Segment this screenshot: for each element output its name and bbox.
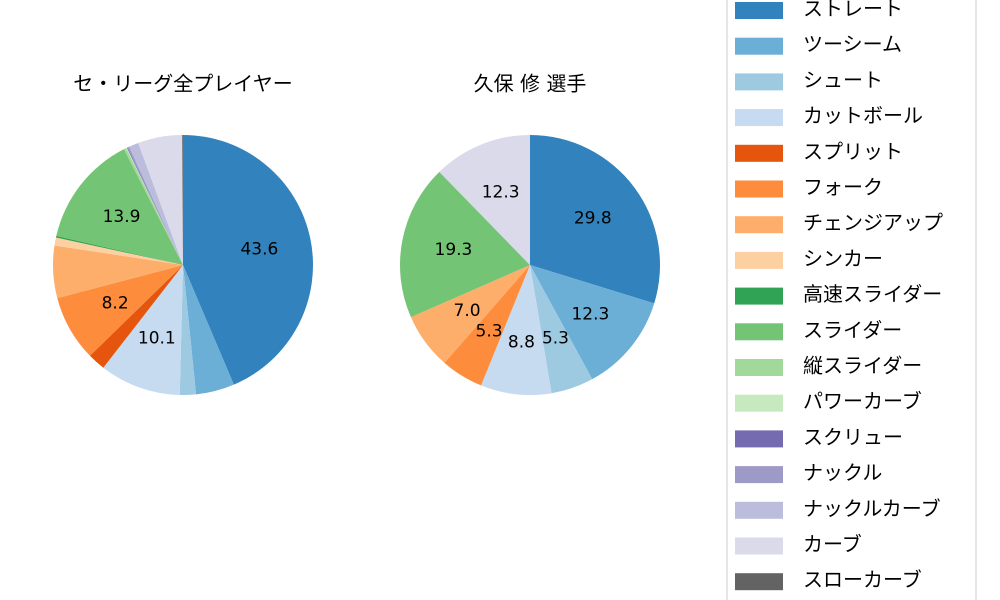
legend-label: フォーク bbox=[803, 175, 883, 199]
legend-label: シンカー bbox=[803, 246, 883, 270]
legend-swatch bbox=[735, 466, 783, 484]
legend-label: ナックル bbox=[803, 461, 882, 485]
pie-slice bbox=[56, 149, 183, 265]
legend-label: パワーカーブ bbox=[803, 389, 922, 413]
pie-slice bbox=[530, 265, 655, 380]
legend-swatch bbox=[735, 73, 783, 91]
pie-slice bbox=[52, 245, 183, 299]
pie-slice bbox=[183, 265, 234, 395]
pie-slice bbox=[123, 148, 183, 265]
legend-swatch bbox=[735, 109, 783, 127]
pie-slice bbox=[530, 265, 593, 394]
pie-slice bbox=[439, 135, 530, 265]
value-label: 29.8 bbox=[574, 209, 612, 229]
legend-label: ナックルカーブ bbox=[803, 496, 941, 520]
pie-slice bbox=[530, 135, 660, 304]
pie-slice bbox=[54, 237, 183, 265]
pie-slice bbox=[55, 235, 184, 265]
value-label: 8.2 bbox=[102, 293, 129, 313]
legend-label: スプリット bbox=[803, 139, 903, 163]
legend-label: スライダー bbox=[803, 318, 902, 342]
legend-label: 縦スライダー bbox=[803, 354, 922, 378]
legend-label: チェンジアップ bbox=[803, 211, 943, 235]
legend-swatch bbox=[735, 394, 783, 412]
legend-swatch bbox=[735, 359, 783, 376]
legend-swatch bbox=[735, 144, 783, 162]
legend-swatch bbox=[735, 2, 783, 19]
legend-label: カットボール bbox=[803, 104, 923, 128]
legend-swatch bbox=[735, 323, 783, 341]
value-label: 12.3 bbox=[482, 183, 520, 203]
value-label: 5.3 bbox=[542, 329, 569, 349]
legend-swatch bbox=[735, 430, 783, 448]
pie-slice bbox=[410, 265, 530, 363]
legend-label: スローカーブ bbox=[803, 568, 922, 592]
pie-slice bbox=[126, 147, 183, 265]
legend-label: シュート bbox=[803, 68, 883, 92]
legend-swatch bbox=[735, 287, 783, 305]
legend-label: ツーシーム bbox=[803, 32, 902, 56]
legend-swatch bbox=[735, 251, 783, 269]
pie-slice bbox=[89, 265, 183, 368]
pie-slice bbox=[129, 142, 183, 265]
pie-slice bbox=[103, 265, 183, 395]
value-label: 7.0 bbox=[454, 301, 481, 321]
legend-swatch bbox=[735, 216, 783, 234]
pie-slice bbox=[127, 146, 183, 265]
pie-slice bbox=[183, 135, 313, 385]
legend-swatch bbox=[735, 537, 783, 555]
legend-label: スクリュー bbox=[803, 425, 903, 449]
legend-label: カーブ bbox=[803, 532, 862, 556]
value-label: 8.8 bbox=[508, 333, 535, 353]
pie-slice bbox=[481, 265, 552, 395]
value-label: 19.3 bbox=[435, 240, 473, 260]
legend-swatch bbox=[735, 180, 783, 198]
value-label: 13.9 bbox=[103, 207, 141, 227]
value-label: 5.3 bbox=[476, 321, 503, 341]
chart-title: セ・リーグ全プレイヤー bbox=[73, 72, 292, 96]
pie-slice bbox=[400, 171, 530, 318]
pie-slice bbox=[179, 265, 197, 396]
value-label: 43.6 bbox=[240, 239, 278, 259]
legend-label: 高速スライダー bbox=[803, 282, 942, 306]
legend-swatch bbox=[735, 37, 783, 55]
pie-slice bbox=[138, 135, 183, 265]
pie-slice bbox=[126, 147, 183, 265]
chart-title: 久保 修 選手 bbox=[474, 72, 587, 96]
pie-slice bbox=[444, 265, 530, 386]
legend-swatch bbox=[735, 573, 783, 591]
pie-slice bbox=[182, 135, 183, 265]
pie-slice bbox=[57, 265, 183, 356]
value-label: 12.3 bbox=[571, 304, 609, 324]
legend-swatch bbox=[735, 501, 783, 519]
value-label: 10.1 bbox=[138, 328, 176, 348]
legend-label: ストレート bbox=[803, 0, 903, 21]
